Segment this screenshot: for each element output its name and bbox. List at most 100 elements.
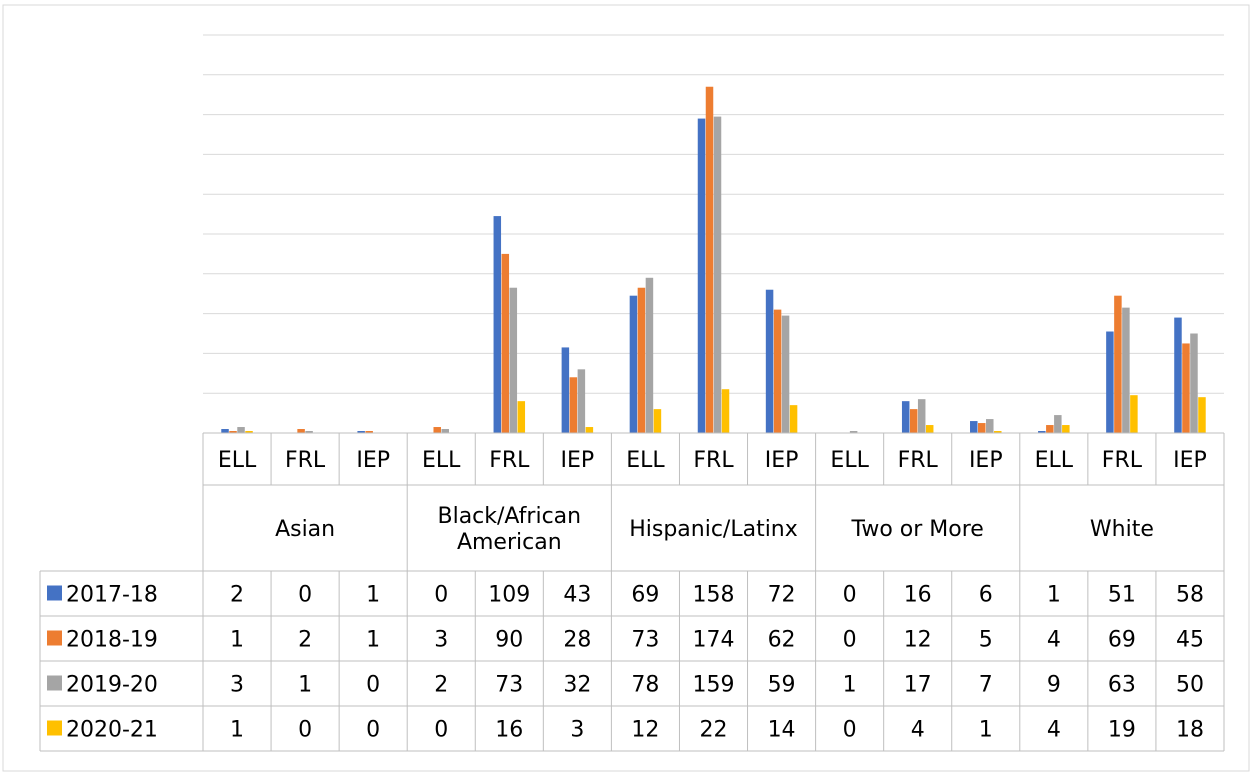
- group-label: White: [1090, 517, 1154, 542]
- category-tick-label: IEP: [765, 448, 799, 473]
- bar: 2017-18: 109: [493, 216, 502, 433]
- bar: 2017-18: 43: [561, 347, 570, 433]
- bar: 2018-19: 90: [501, 253, 510, 433]
- data-value-label: 3: [570, 718, 584, 743]
- category-tick-label: ELL: [422, 448, 461, 473]
- category-tick-label: FRL: [693, 448, 734, 473]
- bar: 2018-19: 69: [1114, 295, 1122, 433]
- data-value-label: 69: [1108, 628, 1136, 653]
- data-value-label: 1: [1047, 583, 1061, 608]
- legend-swatch: [47, 630, 62, 646]
- bar: 2020-21: 3: [585, 427, 594, 433]
- data-value-label: 72: [768, 583, 796, 608]
- data-value-label: 90: [495, 628, 523, 653]
- bar: 2019-20: 50: [1190, 333, 1198, 433]
- data-value-label: 0: [843, 583, 857, 608]
- bar: 2018-19: 5: [978, 423, 986, 433]
- legend-label: 2019-20: [66, 673, 158, 698]
- data-value-label: 1: [230, 718, 244, 743]
- data-value-label: 0: [843, 628, 857, 653]
- data-value-label: 43: [563, 583, 591, 608]
- data-value-label: 12: [631, 718, 659, 743]
- bar: 2020-21: 4: [1062, 425, 1070, 433]
- data-value-label: 32: [563, 673, 591, 698]
- bar: 2018-19: 2: [297, 429, 305, 433]
- bar: 2018-19: 4: [1046, 425, 1054, 433]
- data-value-label: 0: [434, 583, 448, 608]
- data-value-label: 7: [979, 673, 993, 698]
- category-tick-label: IEP: [561, 448, 595, 473]
- legend-swatch: [47, 675, 62, 691]
- category-tick-label: ELL: [1035, 448, 1074, 473]
- bar: 2017-18: 6: [970, 421, 978, 433]
- data-value-label: 0: [843, 718, 857, 743]
- bar: 2020-21: 12: [653, 409, 662, 433]
- data-value-label: 159: [693, 673, 735, 698]
- bar: 2017-18: 69: [629, 295, 638, 433]
- data-value-label: 1: [843, 673, 857, 698]
- bar: 2019-20: 159: [713, 116, 722, 433]
- data-value-label: 58: [1176, 583, 1204, 608]
- legend-label: 2017-18: [66, 583, 158, 608]
- data-value-label: 0: [366, 718, 380, 743]
- data-value-label: 0: [298, 583, 312, 608]
- data-value-label: 2: [434, 673, 448, 698]
- data-value-label: 62: [768, 628, 796, 653]
- bar: 2019-20: 7: [986, 419, 994, 433]
- data-value-label: 50: [1176, 673, 1204, 698]
- data-value-label: 4: [911, 718, 925, 743]
- data-table: ELL FRL IEP Asian ELL FRL IEP Black/African Amer…: [39, 432, 1225, 752]
- data-value-label: 158: [693, 583, 735, 608]
- data-value-label: 1: [366, 583, 380, 608]
- data-value-label: 1: [298, 673, 312, 698]
- bar: 2017-18: 16: [901, 401, 910, 433]
- data-value-label: 0: [366, 673, 380, 698]
- bar: 2020-21: 14: [789, 405, 798, 433]
- bar: 2019-20: 2: [441, 429, 449, 433]
- data-value-label: 14: [768, 718, 796, 743]
- data-value-label: 18: [1176, 718, 1204, 743]
- bar: 2020-21: 16: [517, 401, 526, 433]
- data-value-label: 59: [768, 673, 796, 698]
- bar: 2017-18: 51: [1106, 331, 1114, 433]
- group-label: Hispanic/Latinx: [629, 517, 798, 542]
- bar: 2018-19: 28: [569, 377, 578, 433]
- bar: 2019-20: 9: [1054, 415, 1062, 433]
- bar: 2017-18: 1: [357, 431, 365, 433]
- bar: 2020-21: 4: [925, 425, 934, 433]
- bar: 2019-20: 32: [577, 369, 586, 433]
- bar: 2020-21: 1: [245, 431, 253, 433]
- data-value-label: 51: [1108, 583, 1136, 608]
- gridlines: [203, 34, 1224, 394]
- group-label: Black/African American: [437, 504, 581, 555]
- legend-swatch: [47, 720, 62, 736]
- bar: 2019-20: 17: [917, 399, 926, 433]
- data-value-label: 174: [693, 628, 735, 653]
- category-tick-label: FRL: [489, 448, 530, 473]
- legend-swatch: [47, 585, 62, 601]
- bar: 2018-19: 1: [229, 431, 237, 433]
- bar: 2019-20: 1: [305, 431, 313, 433]
- category-tick-label: ELL: [830, 448, 869, 473]
- data-value-label: 78: [631, 673, 659, 698]
- bar: 2017-18: 1: [1038, 431, 1046, 433]
- group-label: Two or More: [851, 517, 984, 542]
- bar: 2019-20: 78: [645, 277, 654, 433]
- data-value-label: 0: [434, 718, 448, 743]
- bar: 2019-20: 63: [1122, 307, 1130, 433]
- bar: 2018-19: 1: [365, 431, 373, 433]
- category-tick-label: IEP: [969, 448, 1003, 473]
- category-tick-label: FRL: [1102, 448, 1143, 473]
- legend-label: 2018-19: [66, 628, 158, 653]
- data-value-label: 0: [298, 718, 312, 743]
- data-value-label: 28: [563, 628, 591, 653]
- data-value-label: 73: [631, 628, 659, 653]
- bars: 2017-18: 22018-19: 12019-20: 32020-21: 1…: [221, 86, 1206, 434]
- bar: 2020-21: 1: [994, 431, 1002, 433]
- data-value-label: 9: [1047, 673, 1061, 698]
- data-value-label: 6: [979, 583, 993, 608]
- data-value-label: 109: [488, 583, 530, 608]
- legend-label: 2020-21: [66, 718, 158, 743]
- data-value-label: 17: [904, 673, 932, 698]
